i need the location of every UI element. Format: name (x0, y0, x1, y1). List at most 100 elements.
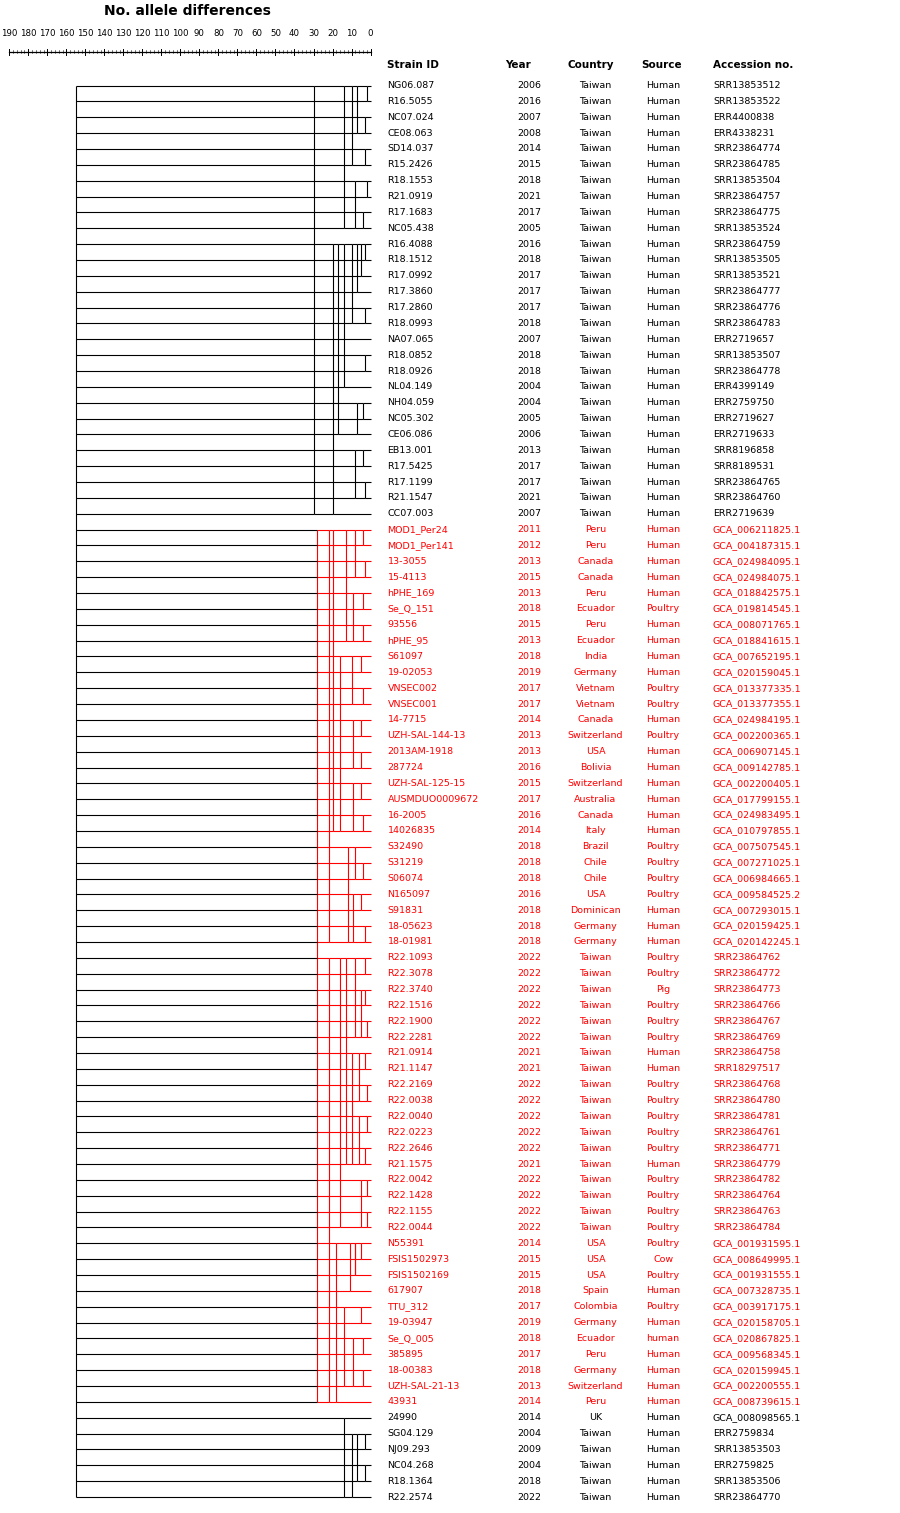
Text: 2022: 2022 (518, 1017, 542, 1026)
Text: 90: 90 (194, 29, 205, 38)
Text: Human: Human (646, 620, 680, 629)
Text: R17.2860: R17.2860 (388, 303, 433, 312)
Text: 2017: 2017 (518, 271, 542, 280)
Text: Poultry: Poultry (646, 684, 680, 693)
Text: Taiwan: Taiwan (580, 430, 612, 439)
Text: NL04.149: NL04.149 (388, 383, 433, 392)
Text: 2014: 2014 (518, 1413, 542, 1422)
Text: SRR23864776: SRR23864776 (713, 303, 780, 312)
Text: R22.1155: R22.1155 (388, 1207, 433, 1216)
Text: R22.1516: R22.1516 (388, 1002, 433, 1009)
Text: R18.1512: R18.1512 (388, 256, 433, 265)
Text: 60: 60 (251, 29, 262, 38)
Text: Germany: Germany (573, 938, 617, 947)
Text: R18.1553: R18.1553 (388, 176, 433, 185)
Text: Germany: Germany (573, 667, 617, 676)
Text: Taiwan: Taiwan (580, 446, 612, 455)
Text: No. allele differences: No. allele differences (104, 3, 271, 18)
Text: Human: Human (646, 303, 680, 312)
Text: 18-05623: 18-05623 (388, 921, 433, 930)
Text: UZH-SAL-144-13: UZH-SAL-144-13 (388, 731, 466, 740)
Text: Poultry: Poultry (646, 1127, 680, 1136)
Text: 2021: 2021 (518, 1159, 542, 1168)
Text: Human: Human (646, 1064, 680, 1073)
Text: R22.2574: R22.2574 (388, 1493, 433, 1501)
Text: Human: Human (646, 906, 680, 915)
Text: 2004: 2004 (518, 398, 542, 407)
Text: Taiwan: Taiwan (580, 319, 612, 328)
Text: SRR13853522: SRR13853522 (713, 97, 780, 106)
Text: SRR23864781: SRR23864781 (713, 1112, 780, 1121)
Text: SRR23864780: SRR23864780 (713, 1095, 780, 1104)
Text: 2018: 2018 (518, 921, 542, 930)
Text: VNSEC002: VNSEC002 (388, 684, 437, 693)
Text: 2012: 2012 (518, 542, 542, 549)
Text: R21.1575: R21.1575 (388, 1159, 433, 1168)
Text: UZH-SAL-21-13: UZH-SAL-21-13 (388, 1381, 460, 1390)
Text: NC05.302: NC05.302 (388, 415, 434, 424)
Text: SD14.037: SD14.037 (388, 144, 434, 153)
Text: Peru: Peru (585, 589, 606, 598)
Text: 2013: 2013 (518, 1381, 542, 1390)
Text: Canada: Canada (577, 573, 614, 581)
Text: GCA_002200365.1: GCA_002200365.1 (713, 731, 801, 740)
Text: Taiwan: Taiwan (580, 1493, 612, 1501)
Text: 2021: 2021 (518, 493, 542, 502)
Text: R16.5055: R16.5055 (388, 97, 433, 106)
Text: Brazil: Brazil (582, 843, 608, 852)
Text: 2019: 2019 (518, 667, 542, 676)
Text: Human: Human (646, 1398, 680, 1407)
Text: 2022: 2022 (518, 953, 542, 962)
Text: SRR23864784: SRR23864784 (713, 1223, 780, 1232)
Text: 2015: 2015 (518, 779, 542, 788)
Text: 2005: 2005 (518, 415, 542, 424)
Text: SRR23864770: SRR23864770 (713, 1493, 780, 1501)
Text: R22.0042: R22.0042 (388, 1176, 433, 1185)
Text: 2018: 2018 (518, 875, 542, 884)
Text: Taiwan: Taiwan (580, 478, 612, 487)
Text: R22.0038: R22.0038 (388, 1095, 433, 1104)
Text: Taiwan: Taiwan (580, 493, 612, 502)
Text: Human: Human (646, 826, 680, 835)
Text: Taiwan: Taiwan (580, 192, 612, 201)
Text: Human: Human (646, 1159, 680, 1168)
Text: Taiwan: Taiwan (580, 1207, 612, 1216)
Text: 2015: 2015 (518, 1271, 542, 1280)
Text: Year: Year (505, 59, 531, 70)
Text: Poultry: Poultry (646, 970, 680, 979)
Text: Taiwan: Taiwan (580, 366, 612, 375)
Text: EB13.001: EB13.001 (388, 446, 433, 455)
Text: hPHE_95: hPHE_95 (388, 635, 428, 645)
Text: Taiwan: Taiwan (580, 398, 612, 407)
Text: Human: Human (646, 415, 680, 424)
Text: GCA_019814545.1: GCA_019814545.1 (713, 604, 801, 613)
Text: SRR13853505: SRR13853505 (713, 256, 780, 265)
Text: Taiwan: Taiwan (580, 271, 612, 280)
Text: Human: Human (646, 510, 680, 519)
Text: SRR13853506: SRR13853506 (713, 1477, 780, 1486)
Text: GCA_018842575.1: GCA_018842575.1 (713, 589, 801, 598)
Text: 2021: 2021 (518, 1049, 542, 1058)
Text: Taiwan: Taiwan (580, 1002, 612, 1009)
Text: GCA_008739615.1: GCA_008739615.1 (713, 1398, 801, 1407)
Text: Poultry: Poultry (646, 1033, 680, 1041)
Text: 18-00383: 18-00383 (388, 1366, 433, 1375)
Text: 2013: 2013 (518, 589, 542, 598)
Text: R21.0914: R21.0914 (388, 1049, 433, 1058)
Text: NC07.024: NC07.024 (388, 113, 434, 121)
Text: Poultry: Poultry (646, 1144, 680, 1153)
Text: CC07.003: CC07.003 (388, 510, 434, 519)
Text: R18.0926: R18.0926 (388, 366, 433, 375)
Text: Taiwan: Taiwan (580, 1176, 612, 1185)
Text: 80: 80 (213, 29, 224, 38)
Text: 100: 100 (172, 29, 189, 38)
Text: Pig: Pig (656, 985, 670, 994)
Text: 14026835: 14026835 (388, 826, 436, 835)
Text: SRR23864761: SRR23864761 (713, 1127, 780, 1136)
Text: 617907: 617907 (388, 1286, 424, 1295)
Text: 2014: 2014 (518, 1398, 542, 1407)
Text: GCA_020142245.1: GCA_020142245.1 (713, 938, 801, 947)
Text: AUSMDUO0009672: AUSMDUO0009672 (388, 794, 479, 803)
Text: Ecuador: Ecuador (576, 635, 615, 645)
Text: 2018: 2018 (518, 1477, 542, 1486)
